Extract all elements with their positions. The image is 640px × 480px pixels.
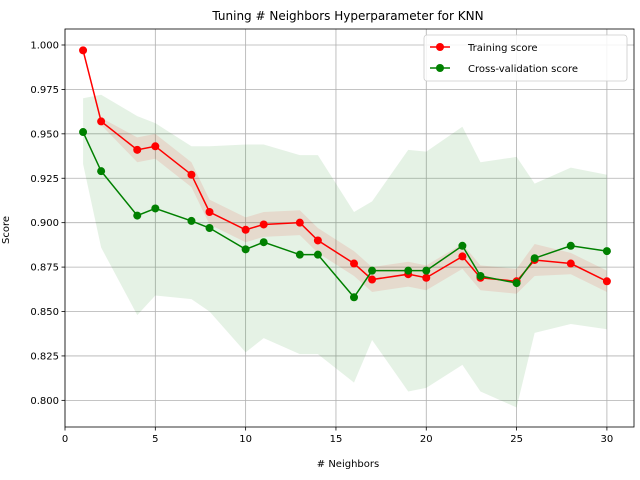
- data-point: [350, 259, 359, 268]
- data-point: [313, 250, 322, 259]
- data-point: [295, 218, 304, 227]
- data-point: [205, 208, 214, 217]
- data-point: [602, 277, 611, 286]
- data-point: [458, 252, 467, 261]
- data-point: [422, 273, 431, 282]
- y-axis-label: Score: [1, 216, 12, 244]
- data-point: [566, 259, 575, 268]
- x-tick-label: 25: [510, 434, 523, 445]
- data-point: [313, 236, 322, 245]
- x-tick-label: 20: [420, 434, 433, 445]
- series-lines: [82, 50, 608, 299]
- y-tick-label: 0.825: [30, 351, 59, 362]
- data-point: [79, 46, 88, 55]
- y-tick-label: 0.850: [30, 307, 59, 318]
- data-point: [97, 117, 106, 126]
- data-point: [512, 279, 521, 288]
- data-point: [295, 250, 304, 259]
- x-tick-label: 0: [62, 434, 68, 445]
- legend-marker: [436, 43, 444, 51]
- data-point: [133, 211, 142, 220]
- y-tick-label: 0.925: [30, 174, 59, 185]
- data-point: [259, 238, 268, 247]
- data-point: [422, 266, 431, 275]
- data-point: [151, 142, 160, 151]
- data-point: [476, 271, 485, 280]
- legend-label: Training score: [467, 43, 538, 54]
- data-point: [602, 247, 611, 256]
- series-points: [79, 46, 611, 302]
- y-tick-label: 0.800: [30, 396, 59, 407]
- x-tick-label: 5: [152, 434, 158, 445]
- x-tick-label: 10: [239, 434, 252, 445]
- data-point: [566, 241, 575, 250]
- data-point: [368, 266, 377, 275]
- axis-ticks: 0 5 10 15 20 25 30 0.800 0.825 0.850 0.875 0.900 0.9…: [30, 40, 613, 445]
- band-1: [83, 94, 607, 408]
- data-point: [368, 275, 377, 284]
- data-point: [241, 245, 250, 254]
- y-tick-label: 0.900: [30, 218, 59, 229]
- x-axis-label: # Neighbors: [317, 459, 379, 470]
- data-point: [79, 128, 88, 137]
- plot-frame: [64, 28, 635, 428]
- data-point: [205, 224, 214, 232]
- data-point: [458, 241, 467, 250]
- data-point: [151, 204, 160, 213]
- series-line-1: [82, 131, 608, 299]
- data-point: [187, 216, 196, 225]
- data-point: [404, 266, 413, 275]
- series-line-0: [82, 50, 608, 283]
- confidence-bands: [83, 50, 607, 408]
- data-point: [530, 254, 539, 263]
- data-point: [241, 225, 250, 234]
- data-point: [97, 167, 106, 176]
- x-tick-label: 30: [601, 434, 614, 445]
- y-tick-label: 0.950: [30, 129, 59, 140]
- data-point: [259, 220, 268, 229]
- y-tick-label: 0.875: [30, 263, 59, 274]
- data-point: [187, 170, 196, 179]
- chart-title: Tuning # Neighbors Hyperparameter for KN…: [211, 9, 483, 23]
- legend: Training score Cross-validation score: [423, 34, 628, 82]
- data-point: [133, 145, 142, 154]
- legend-label: Cross-validation score: [468, 64, 578, 75]
- y-tick-label: 1.000: [30, 40, 59, 51]
- legend-marker: [436, 64, 444, 72]
- x-tick-label: 15: [330, 434, 343, 445]
- y-tick-label: 0.975: [30, 85, 59, 96]
- data-point: [350, 293, 359, 302]
- legend-box: [423, 34, 628, 82]
- grid: [64, 29, 634, 427]
